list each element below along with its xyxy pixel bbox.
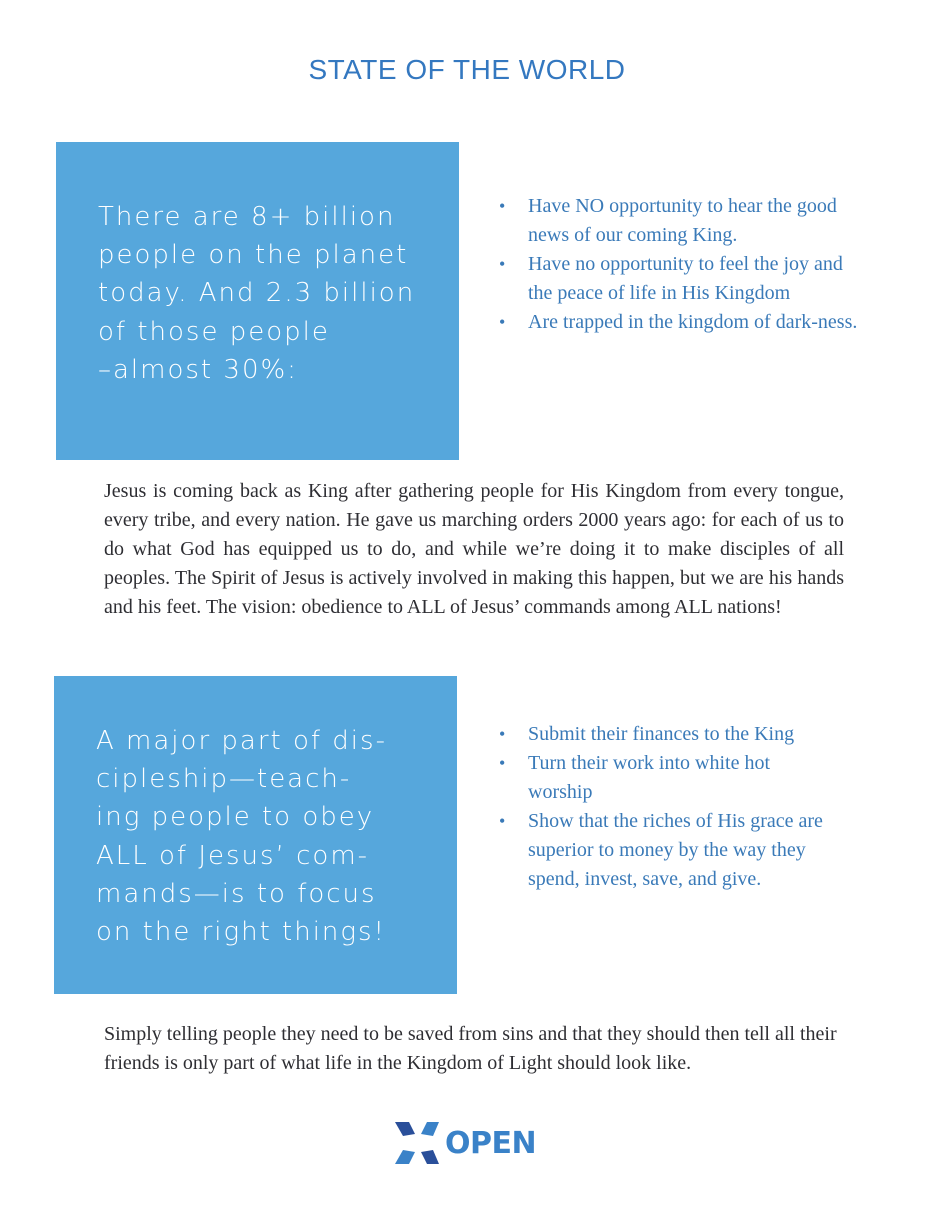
list-item: Show that the riches of His grace are su… [499, 807, 839, 894]
list-item: Are trapped in the kingdom of dark-ness. [499, 308, 859, 337]
callout-line: –almost 30%: [98, 354, 298, 385]
list-item: Have no opportunity to feel the joy and … [499, 250, 859, 308]
callout-line: people on the planet [98, 240, 409, 271]
body-paragraph-conclusion: Simply telling people they need to be sa… [104, 1023, 837, 1074]
body-paragraph-vision: Jesus is coming back as King after gathe… [104, 480, 844, 618]
callout-box-discipleship: A major part of dis- cipleship—teach- in… [54, 676, 457, 994]
list-item: Turn their work into white hot worship [499, 749, 839, 807]
list-item: Submit their finances to the King [499, 720, 839, 749]
callout-line: today. And 2.3 billion [98, 278, 416, 309]
callout-box-population: There are 8+ billion people on the plane… [56, 142, 459, 460]
callout-line: cipleship—teach- [96, 764, 352, 795]
page-title: STATE OF THE WORLD [308, 54, 626, 85]
callout-line: ALL of Jesus’ com- [96, 840, 370, 871]
focus-list: Submit their finances to the King Turn t… [499, 720, 839, 894]
unreached-list: Have NO opportunity to hear the good new… [499, 192, 859, 337]
callout-line: of those people [98, 316, 330, 347]
open-star-icon [395, 1122, 439, 1164]
open-logo: OPEN [393, 1120, 537, 1166]
callout-line: on the right things! [96, 917, 386, 948]
callout-line: ing people to obey [96, 802, 375, 833]
callout-line: A major part of dis- [96, 726, 387, 756]
logo-wordmark: OPEN [445, 1125, 537, 1161]
callout-line: mands—is to focus [96, 878, 377, 909]
list-item: Have NO opportunity to hear the good new… [499, 192, 859, 250]
callout-line: There are 8+ billion [98, 202, 396, 232]
